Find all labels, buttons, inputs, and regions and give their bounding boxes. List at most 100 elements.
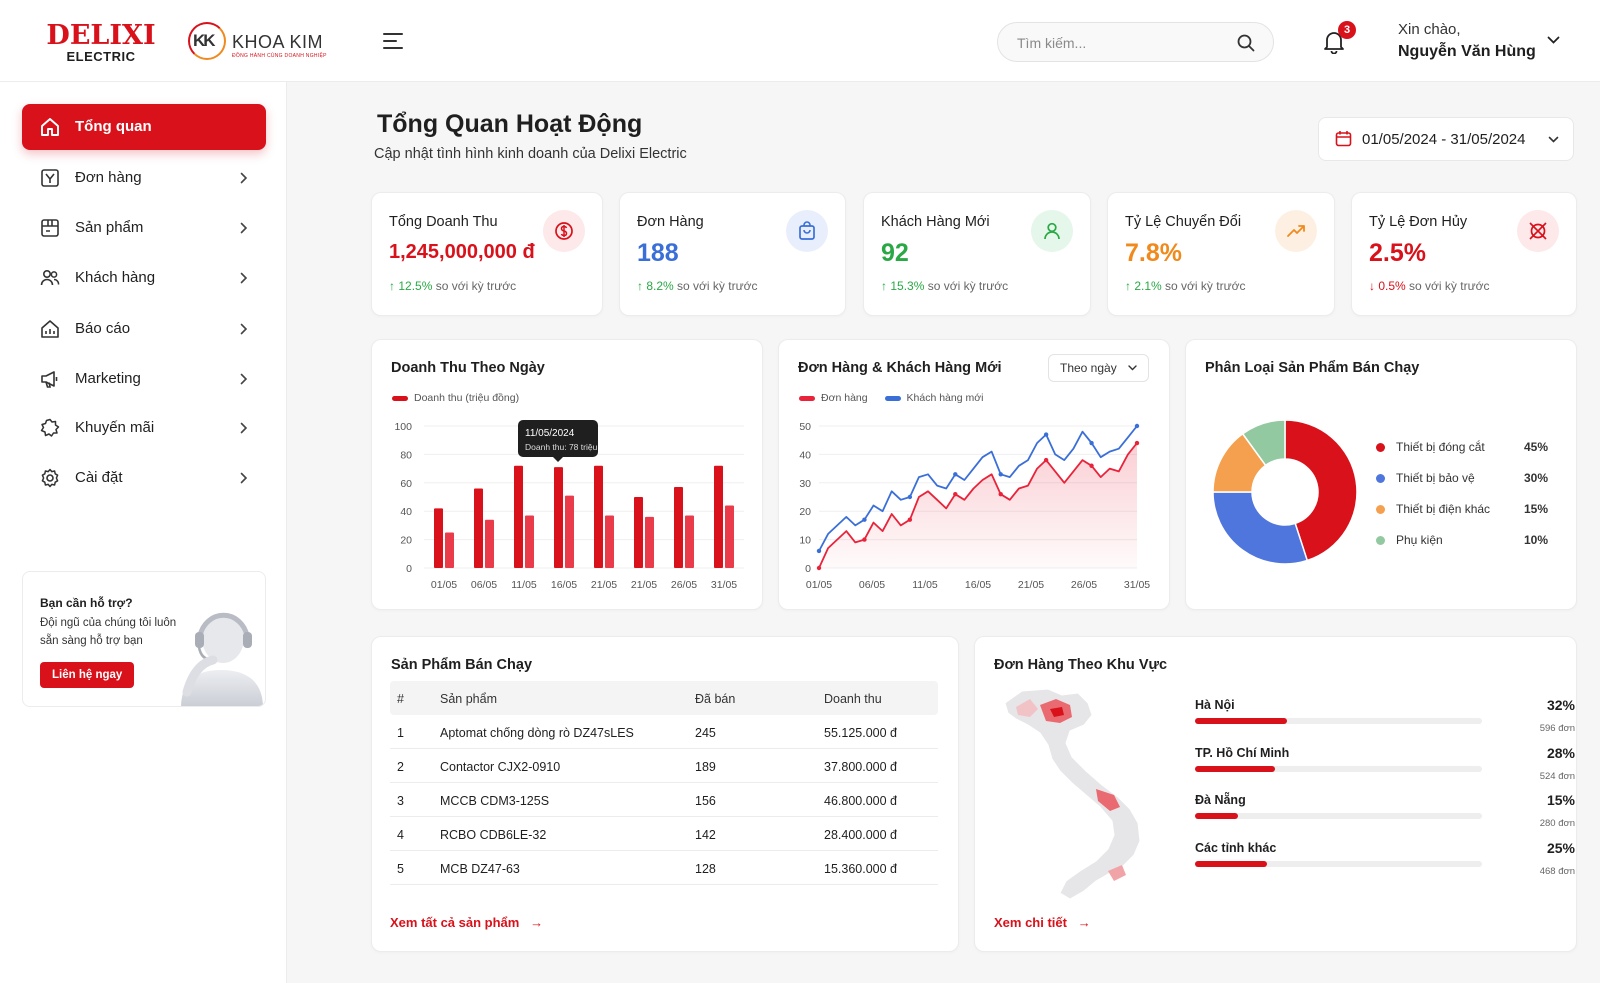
region-name: TP. Hồ Chí Minh xyxy=(1195,745,1290,760)
support-title: Bạn cần hỗ trợ? xyxy=(40,596,133,610)
kpi-change: ↑ 8.2% so với kỳ trước xyxy=(637,279,758,293)
sidebar-item-san-pham[interactable]: Sản phẩm xyxy=(22,205,266,251)
data-point xyxy=(862,537,867,542)
orders-customers-chart-card: Đơn Hàng & Khách Hàng Mới Đơn hàng Khách… xyxy=(778,339,1170,610)
pie-slice xyxy=(1241,420,1286,467)
tooltip-box xyxy=(518,420,598,457)
chevron-right-icon xyxy=(240,172,248,184)
search-input[interactable] xyxy=(1017,32,1237,54)
chevron-right-icon xyxy=(240,373,248,385)
table-row[interactable]: 1 Aptomat chống dòng rò DZ47sLES 245 55.… xyxy=(390,715,938,749)
tooltip-pointer xyxy=(553,457,563,462)
sidebar-item-khach-hang[interactable]: Khách hàng xyxy=(22,255,266,301)
x-tick-label: 16/05 xyxy=(551,579,577,591)
pie-legend-item: Thiết bị điện khác 15% xyxy=(1376,502,1548,518)
y-tick-label: 0 xyxy=(805,563,811,575)
search-icon[interactable] xyxy=(1237,34,1255,52)
x-tick-label: 16/05 xyxy=(965,579,991,591)
vietnam-map xyxy=(1004,688,1141,900)
kpi-change-value: ↑ 12.5% xyxy=(389,279,433,293)
date-range-picker[interactable]: 01/05/2024 - 31/05/2024 xyxy=(1318,117,1574,161)
y-tick-label: 0 xyxy=(406,563,412,575)
region-percent: 28% xyxy=(1546,744,1575,761)
kpi-title: Tổng Doanh Thu xyxy=(389,214,498,230)
row-product: MCB DZ47-63 xyxy=(440,862,520,876)
chevron-right-icon xyxy=(240,472,248,484)
legend-dot xyxy=(1376,536,1385,545)
chevron-down-icon[interactable] xyxy=(1547,36,1560,45)
sidebar-item-cai-dat[interactable]: Cài đặt xyxy=(22,455,266,501)
view-all-products-link[interactable]: Xem tất cả sản phẩm → xyxy=(390,915,544,930)
row-product: MCCB CDM3-125S xyxy=(440,794,550,808)
page-title: Tổng Quan Hoạt Động xyxy=(377,110,643,138)
bell-icon[interactable] xyxy=(1323,30,1345,54)
column-header: Đã bán xyxy=(695,692,736,706)
region-progress-bar xyxy=(1195,765,1482,772)
sidebar-item-bao-cao[interactable]: Báo cáo xyxy=(22,306,266,352)
revenue-chart-card: Doanh Thu Theo Ngày Doanh thu (triệu đồn… xyxy=(371,339,763,610)
y-tick-label: 50 xyxy=(799,421,811,433)
legend-label: Khách hàng mới xyxy=(906,392,984,404)
row-rank: 3 xyxy=(397,794,404,808)
sidebar: Tổng quan Đơn hàng Sản phẩm Khách hàng B… xyxy=(0,82,287,983)
table-row[interactable]: 2 Contactor CJX2-0910 189 37.800.000 đ xyxy=(390,749,938,783)
pie-slice xyxy=(1213,491,1309,564)
table-row[interactable]: 5 MCB DZ47-63 128 15.360.000 đ xyxy=(390,851,938,885)
sidebar-item-label: Khuyến mãi xyxy=(75,419,155,436)
y-tick-label: 40 xyxy=(799,449,811,461)
top-header: DELIXI ELECTRIC KK KHOA KIM ĐỒNG HÀNH CÙ… xyxy=(0,0,1600,82)
contact-now-button[interactable]: Liên hệ ngay xyxy=(40,662,135,688)
region-progress-fill xyxy=(1195,860,1267,867)
kpi-title: Khách Hàng Mới xyxy=(881,214,990,230)
column-header: # xyxy=(397,692,404,706)
sidebar-item-marketing[interactable]: Marketing xyxy=(22,356,266,402)
data-point xyxy=(816,548,822,554)
sidebar-item-label: Marketing xyxy=(75,370,141,387)
user-name[interactable]: Nguyễn Văn Hùng xyxy=(1398,43,1536,60)
khoa-kim-logo[interactable]: KK KHOA KIM ĐỒNG HÀNH CÙNG DOANH NGHIỆP xyxy=(188,22,333,62)
region-name: Các tỉnh khác xyxy=(1195,840,1277,855)
delixi-logo[interactable]: DELIXI ELECTRIC xyxy=(46,22,156,63)
kpi-icon-badge xyxy=(1517,210,1559,252)
x-tick-label: 11/05 xyxy=(912,579,938,591)
view-details-link[interactable]: Xem chi tiết → xyxy=(994,915,1091,930)
legend-label: Thiết bị bảo vệ xyxy=(1396,471,1475,485)
data-point xyxy=(1134,440,1140,446)
megaphone-icon xyxy=(41,371,58,388)
region-progress-bar xyxy=(1195,860,1482,867)
region-item: Các tỉnh khác 25% 468 đơn xyxy=(1195,840,1575,881)
column-header: Sản phẩm xyxy=(440,692,497,706)
home-icon xyxy=(41,118,59,136)
product-box-icon xyxy=(41,219,59,237)
bar-primary xyxy=(434,508,443,568)
period-dropdown[interactable]: Theo ngày xyxy=(1048,354,1149,382)
region-name: Hà Nội xyxy=(1195,698,1235,712)
bar-secondary xyxy=(725,505,734,568)
sidebar-item-tong-quan[interactable]: Tổng quan xyxy=(22,104,266,150)
bar-secondary xyxy=(605,515,614,568)
chart-legend: Đơn hàng Khách hàng mới xyxy=(799,392,983,404)
region-item: Hà Nội 32% 596 đơn xyxy=(1195,697,1575,738)
table-row[interactable]: 3 MCCB CDM3-125S 156 46.800.000 đ xyxy=(390,783,938,817)
orders-area xyxy=(819,443,1137,568)
x-tick-label: 26/05 xyxy=(671,579,697,591)
sidebar-item-khuyen-mai[interactable]: Khuyến mãi xyxy=(22,405,266,451)
table-row[interactable]: 4 RCBO CDB6LE-32 142 28.400.000 đ xyxy=(390,817,938,851)
chart-title: Phân Loại Sản Phẩm Bán Chạy xyxy=(1205,360,1420,376)
sidebar-item-don-hang[interactable]: Đơn hàng xyxy=(22,155,266,201)
kpi-card-cancel-rate: Tỷ Lệ Đơn Hủy 2.5% ↓ 0.5% so với kỳ trướ… xyxy=(1351,192,1577,316)
promotion-icon xyxy=(40,418,60,437)
data-point xyxy=(998,491,1003,497)
menu-toggle-icon[interactable] xyxy=(383,33,403,49)
region-name: Đà Nẵng xyxy=(1195,793,1246,807)
legend-label: Doanh thu (triệu đồng) xyxy=(414,392,520,404)
kpi-card-new-customers: Khách Hàng Mới 92 ↑ 15.3% so với kỳ trướ… xyxy=(863,192,1091,316)
data-point xyxy=(816,565,822,571)
khoa-kim-logo-tagline: ĐỒNG HÀNH CÙNG DOANH NGHIỆP xyxy=(232,53,327,59)
kpi-title: Đơn Hàng xyxy=(637,214,704,230)
region-progress-bar xyxy=(1195,718,1482,724)
y-tick-label: 100 xyxy=(394,421,412,433)
row-product: Aptomat chống dòng rò DZ47sLES xyxy=(440,726,634,740)
delixi-logo-text: DELIXI xyxy=(46,20,156,51)
bar-secondary xyxy=(525,515,534,568)
